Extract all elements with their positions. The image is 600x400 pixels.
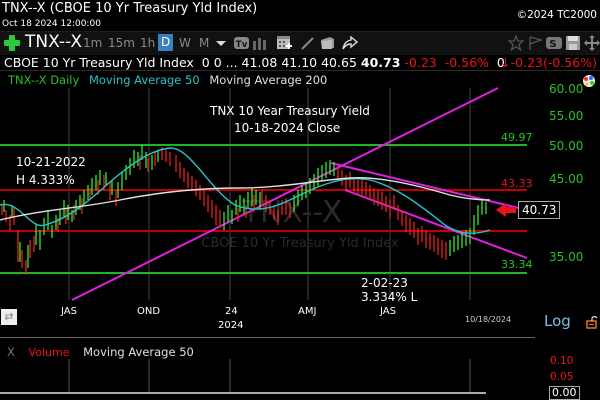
log-scale-toggle[interactable]: Log bbox=[544, 312, 571, 330]
timestamp: Oct 18 2024 12:00:00 bbox=[2, 19, 101, 29]
level-label-4333: 43.33 bbox=[501, 177, 533, 190]
x-tick-jas-2024: JAS bbox=[380, 306, 396, 317]
quote-ellipsis: ... bbox=[225, 55, 238, 70]
quote-low: 40.65 bbox=[321, 55, 357, 70]
calendar-add-icon[interactable] bbox=[276, 35, 292, 51]
down-arrow-icon: ↓ bbox=[500, 55, 511, 70]
date-marker: 10/18/2024 bbox=[465, 315, 512, 324]
chart-title: TNX 10 Year Treasury Yield bbox=[210, 104, 370, 118]
vol-value-box: 0.00 bbox=[549, 386, 580, 400]
volume-pane bbox=[0, 359, 486, 394]
level-label-4997: 49.97 bbox=[501, 131, 533, 144]
x-tick-amj: AMJ bbox=[298, 306, 317, 317]
bars-icon[interactable] bbox=[252, 35, 268, 51]
y-tick-50: 50.00 bbox=[549, 139, 584, 153]
timeframe-1m[interactable]: 1m bbox=[83, 36, 103, 50]
color-palette-icon[interactable] bbox=[582, 74, 596, 88]
y-tick-35: 35.00 bbox=[549, 250, 584, 264]
move-icon[interactable] bbox=[584, 35, 600, 51]
svg-text:Tv: Tv bbox=[235, 40, 247, 50]
chart-subtitle: 10-18-2024 Close bbox=[234, 121, 341, 135]
quote-volume: 0 bbox=[496, 55, 505, 70]
share-icon[interactable] bbox=[342, 35, 358, 51]
quote-name: CBOE 10 Yr Treasury Yld Index bbox=[4, 55, 194, 70]
vol-tick-010: 0.10 bbox=[550, 355, 574, 367]
close-pane-button[interactable]: X bbox=[7, 345, 15, 359]
change-summary: ↓-0.23(-0.56%) bbox=[500, 55, 597, 70]
quote-v2: 0 bbox=[213, 55, 222, 70]
change-pct-right: (-0.56%) bbox=[543, 55, 597, 70]
quote-change: -0.23 bbox=[404, 55, 437, 70]
timeframe-d[interactable]: D bbox=[158, 34, 174, 51]
timeframe-w[interactable]: W bbox=[179, 36, 191, 50]
legend-ma200[interactable]: Moving Average 200 bbox=[209, 73, 328, 87]
quote-high: 41.10 bbox=[281, 55, 318, 70]
volume-label[interactable]: Volume bbox=[28, 346, 70, 359]
quote-line: CBOE 10 Yr Treasury Yld Index 0 0 ... 41… bbox=[4, 55, 505, 70]
level-label-3334: 33.34 bbox=[501, 258, 533, 271]
quote-v1: 0 bbox=[201, 55, 210, 70]
tv-icon[interactable]: Tv bbox=[234, 35, 250, 51]
change-right: -0.23 bbox=[510, 55, 544, 70]
y-tick-60: 60.00 bbox=[549, 82, 584, 96]
chart-legend: TNX--X Daily Moving Average 50 Moving Av… bbox=[8, 73, 333, 87]
price-chart[interactable]: TNX--X CBOE 10 Yr Treasury Yld Index bbox=[0, 70, 600, 337]
folder-icon[interactable] bbox=[320, 35, 336, 51]
pane-separator[interactable] bbox=[0, 337, 535, 338]
low-date: 2-02-23 bbox=[361, 276, 408, 290]
separator bbox=[0, 70, 600, 71]
low-value: 3.334% L bbox=[361, 290, 418, 304]
x-tick-ond: OND bbox=[137, 306, 161, 317]
x-tick-24: 24 bbox=[225, 306, 238, 317]
last-price-box: 40.73 bbox=[518, 201, 561, 219]
quote-open: 41.08 bbox=[241, 55, 278, 70]
star-icon[interactable] bbox=[508, 35, 524, 51]
save-icon[interactable] bbox=[565, 35, 581, 51]
quote-change-pct: -0.56% bbox=[444, 55, 489, 70]
lock-icon[interactable] bbox=[586, 315, 598, 329]
quote-last: 40.73 bbox=[360, 55, 401, 70]
timeframe-1h[interactable]: 1h bbox=[140, 36, 156, 50]
toolbar bbox=[0, 31, 600, 55]
symbol-input[interactable]: TNX--X bbox=[25, 32, 82, 52]
pencil-icon[interactable] bbox=[300, 35, 316, 51]
volume-ma-label[interactable]: Moving Average 50 bbox=[83, 345, 194, 359]
watermark-symbol: TNX--X bbox=[241, 195, 343, 230]
y-tick-55: 55.00 bbox=[549, 109, 584, 123]
legend-series[interactable]: TNX--X Daily bbox=[8, 73, 80, 87]
watermark-name: CBOE 10 Yr Treasury Yld Index bbox=[201, 236, 399, 251]
copyright: ©2024 TC2000 bbox=[516, 9, 597, 21]
y-tick-45: 45.00 bbox=[549, 172, 584, 186]
lower-pane-legend: X Volume Moving Average 50 bbox=[7, 345, 194, 359]
dropdown-icon[interactable] bbox=[216, 41, 226, 46]
add-symbol-icon[interactable] bbox=[4, 35, 20, 51]
high-date: 10-21-2022 bbox=[16, 155, 86, 169]
vol-tick-005: 0.05 bbox=[550, 371, 574, 383]
scan-icon[interactable]: S bbox=[546, 35, 562, 51]
x-tick-year-2024: 2024 bbox=[218, 320, 244, 331]
svg-text:S: S bbox=[549, 39, 556, 50]
timeframe-m[interactable]: M bbox=[199, 36, 210, 50]
red-arrow-icon bbox=[496, 203, 516, 217]
scroll-arrows-icon[interactable]: ⇄ bbox=[1, 309, 17, 325]
flag-icon[interactable] bbox=[528, 35, 544, 51]
high-value: H 4.333% bbox=[16, 173, 75, 187]
window-title: TNX--X (CBOE 10 Yr Treasury Yld Index) bbox=[2, 1, 258, 16]
x-tick-jas-2023: JAS bbox=[61, 306, 77, 317]
timeframe-15m[interactable]: 15m bbox=[108, 36, 135, 50]
legend-ma50[interactable]: Moving Average 50 bbox=[88, 73, 200, 87]
